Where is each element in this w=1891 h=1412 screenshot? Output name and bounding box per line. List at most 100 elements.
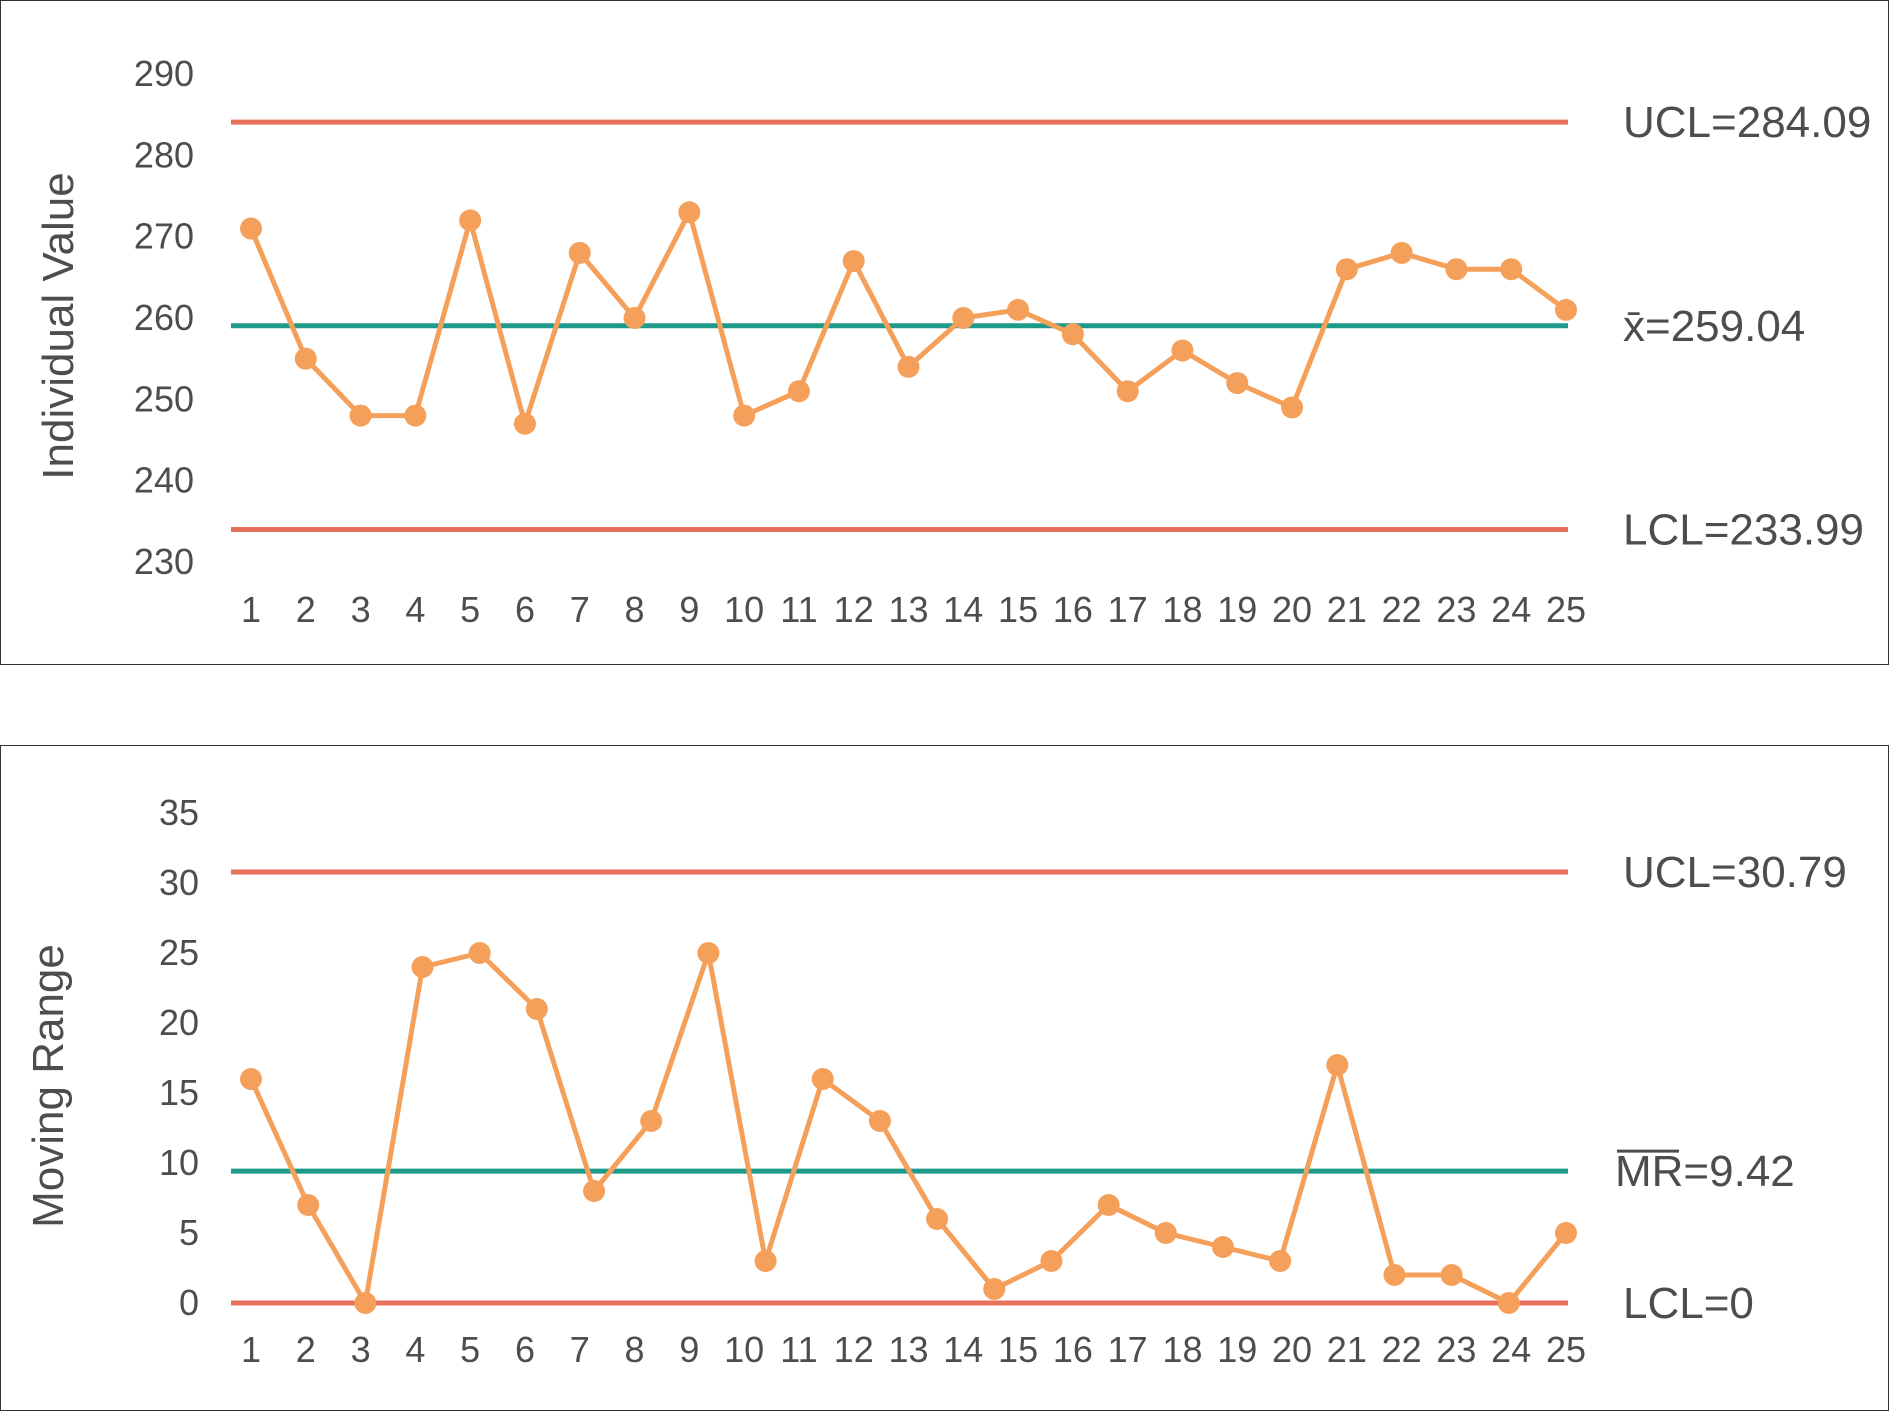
x-tick-label: 1: [241, 1329, 261, 1370]
x-tick-label: 25: [1546, 589, 1586, 630]
x-tick-label: 9: [679, 589, 699, 630]
data-point: [897, 355, 920, 378]
x-tick-label: 3: [351, 589, 371, 630]
x-tick-label: 21: [1327, 1329, 1367, 1370]
data-point: [1497, 1292, 1520, 1314]
data-point: [842, 250, 865, 273]
y-tick-label: 20: [159, 1002, 199, 1043]
x-tick-label: 14: [943, 589, 983, 630]
x-tick-label: 12: [834, 1329, 874, 1370]
x-tick-label: 6: [515, 589, 535, 630]
data-point: [868, 1110, 891, 1132]
data-point: [468, 942, 491, 964]
x-tick-label: 20: [1272, 1329, 1312, 1370]
data-point: [525, 998, 548, 1020]
x-tick-label: 11: [780, 589, 817, 630]
data-point: [294, 347, 317, 370]
x-tick-label: 22: [1382, 1329, 1422, 1370]
data-point: [1555, 1222, 1577, 1244]
moving-range-chart-panel: Moving Range 0 5 10 15 20 25 30 35 1 2 3 4 5 6 7 8 9 10 11 1…: [0, 745, 1889, 1411]
data-point: [1040, 1250, 1063, 1272]
data-series-line: [248, 209, 1568, 427]
x-tick-label: 17: [1108, 1329, 1148, 1370]
data-point: [1335, 258, 1358, 281]
y-tick-label: 260: [134, 297, 194, 338]
data-point: [623, 307, 646, 329]
data-point: [1326, 1054, 1349, 1076]
data-point: [697, 942, 720, 964]
y-tick-label: 270: [134, 216, 194, 257]
y-tick-label: 280: [134, 134, 194, 175]
data-point: [1171, 339, 1194, 362]
data-point: [240, 1068, 262, 1090]
data-point: [640, 1110, 663, 1132]
x-tick-label: 1: [241, 589, 261, 630]
data-point: [1440, 1264, 1463, 1286]
data-point: [297, 1194, 320, 1216]
y-tick-label: 15: [159, 1072, 199, 1113]
x-tick-label: 23: [1436, 1329, 1476, 1370]
x-tick-label: 14: [943, 1329, 983, 1370]
data-point: [1097, 1194, 1120, 1216]
data-point: [1154, 1222, 1177, 1244]
y-tick-label: 290: [134, 53, 194, 94]
data-point: [1500, 258, 1523, 281]
data-point: [568, 241, 591, 264]
x-tick-label: 3: [351, 1329, 371, 1370]
data-point: [1211, 1236, 1234, 1258]
data-point: [754, 1250, 777, 1272]
data-point: [411, 956, 434, 978]
control-limit-label: LCL=233.99: [1623, 506, 1864, 555]
x-tick-label: 18: [1162, 589, 1202, 630]
data-point: [513, 412, 536, 435]
y-tick-label: 0: [179, 1282, 199, 1323]
x-tick-label: 17: [1108, 589, 1148, 630]
control-limit-label: UCL=30.79: [1623, 848, 1847, 897]
x-tick-label: 10: [724, 1329, 764, 1370]
x-tick-label: 19: [1217, 589, 1257, 630]
data-point: [733, 404, 756, 427]
y-axis-label: Individual Value: [34, 172, 83, 479]
x-tick-label: 4: [405, 589, 425, 630]
x-tick-label: 15: [998, 1329, 1038, 1370]
x-tick-label: 15: [998, 589, 1038, 630]
x-tick-label: 16: [1053, 1329, 1093, 1370]
individuals-chart-panel: Individual Value 230 240 250 260 270 280 290 1 2 3…: [0, 0, 1889, 665]
data-point: [1383, 1264, 1406, 1286]
data-point: [1116, 380, 1139, 403]
control-limit-label: UCL=284.09: [1623, 98, 1871, 147]
y-tick-label: 230: [134, 541, 194, 582]
control-limit-label: LCL=0: [1623, 1279, 1754, 1328]
data-point: [926, 1208, 949, 1230]
x-tick-label: 9: [679, 1329, 699, 1370]
x-tick-label: 21: [1327, 589, 1367, 630]
data-point: [1445, 258, 1468, 281]
x-tick-label: 8: [625, 1329, 645, 1370]
data-point: [240, 217, 262, 240]
x-tick-label: 11: [780, 1329, 817, 1370]
x-tick-label: 7: [570, 1329, 590, 1370]
x-tick-label: 20: [1272, 589, 1312, 630]
x-tick-label: 22: [1382, 589, 1422, 630]
data-point: [1281, 396, 1304, 419]
data-point: [952, 307, 975, 329]
control-limit-label: x̄=259.04: [1623, 302, 1805, 351]
control-limit-label: MR=9.42: [1615, 1147, 1795, 1196]
y-tick-label: 250: [134, 378, 194, 419]
data-point: [1061, 323, 1084, 346]
data-point: [1555, 298, 1577, 321]
x-tick-label: 5: [460, 1329, 480, 1370]
x-tick-label: 5: [460, 589, 480, 630]
y-tick-label: 35: [159, 792, 199, 833]
data-point: [404, 404, 427, 427]
data-point: [354, 1292, 377, 1314]
x-tick-label: 24: [1491, 1329, 1531, 1370]
data-point: [349, 404, 372, 427]
x-tick-label: 2: [296, 1329, 316, 1370]
data-point: [459, 209, 482, 232]
x-tick-label: 23: [1436, 589, 1476, 630]
x-tick-label: 7: [570, 589, 590, 630]
data-point: [811, 1068, 834, 1090]
